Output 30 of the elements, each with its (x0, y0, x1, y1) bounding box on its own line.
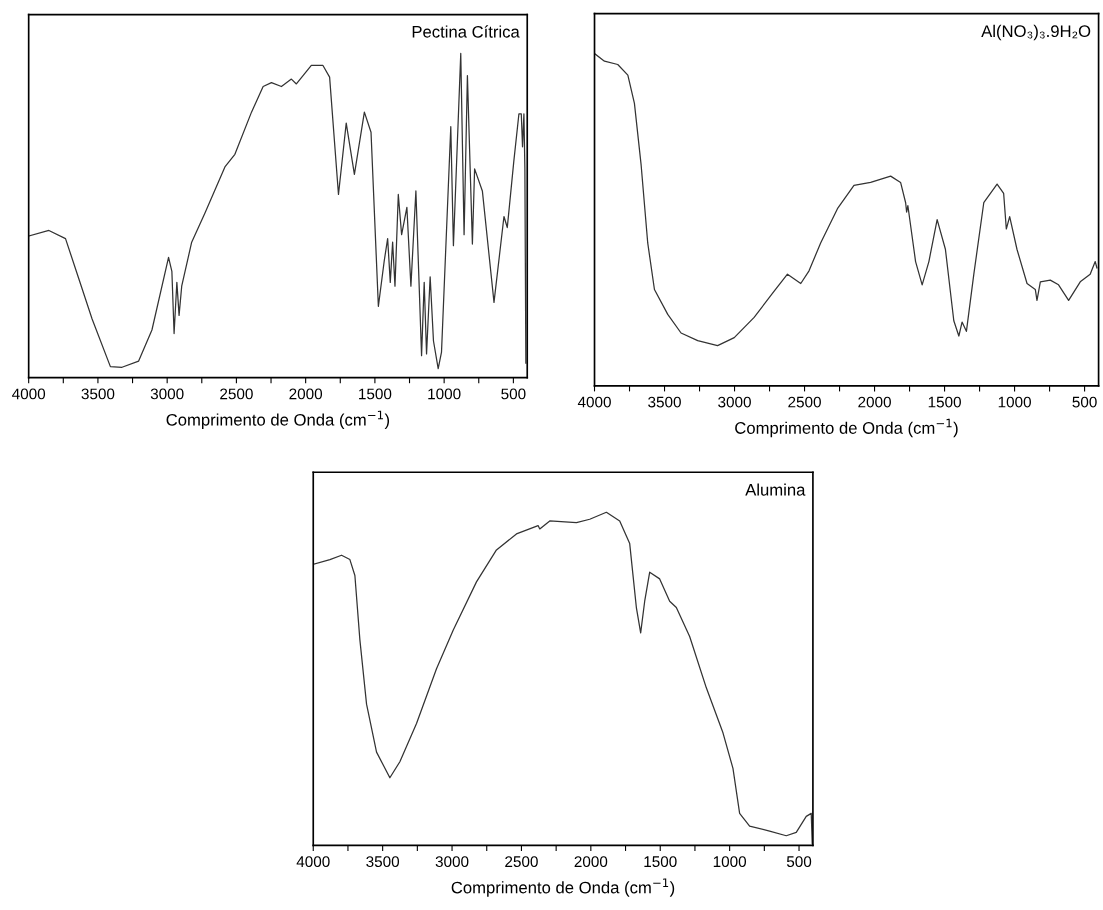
x-axis-title: Comprimento de Onda (cm$^{−1}$) (735, 418, 958, 438)
x-tick-label: 4000 (296, 856, 330, 868)
x-tick-label: 1500 (644, 856, 677, 868)
x-tick-label: 1500 (359, 388, 392, 400)
x-tick-label: 3500 (366, 856, 400, 868)
chart-title: Alumina (745, 483, 806, 496)
chart-title: Al(NO₃)₃.9H₂O (981, 24, 1091, 41)
x-tick-label: 2500 (788, 396, 821, 408)
x-tick-label: 3500 (648, 396, 681, 408)
x-axis-title: Comprimento de Onda (cm$^{−1}$) (451, 878, 675, 897)
x-tick-label: 1000 (428, 388, 461, 400)
x-tick-label: 1000 (998, 396, 1031, 408)
x-tick-label: 3000 (435, 856, 469, 868)
x-tick-label: 3500 (81, 388, 115, 400)
x-tick-label: 500 (786, 856, 812, 868)
x-tick-label: 2000 (289, 388, 323, 400)
x-tick-label: 4000 (577, 396, 611, 408)
x-tick-label: 2000 (574, 856, 608, 868)
x-tick-label: 2000 (858, 396, 891, 408)
x-tick-label: 2500 (220, 388, 253, 400)
x-tick-label: 1500 (928, 396, 961, 408)
x-tick-label: 4000 (12, 388, 46, 400)
x-tick-label: 1000 (713, 856, 747, 868)
x-tick-label: 500 (501, 388, 526, 400)
chart-title: Pectina Cítrica (412, 25, 520, 38)
x-tick-label: 500 (1072, 396, 1097, 408)
x-tick-label: 3000 (718, 396, 751, 408)
x-tick-label: 3000 (150, 388, 184, 400)
x-axis-title: Comprimento de Onda (cm$^{−1}$) (166, 410, 390, 429)
x-tick-label: 2500 (505, 856, 538, 868)
